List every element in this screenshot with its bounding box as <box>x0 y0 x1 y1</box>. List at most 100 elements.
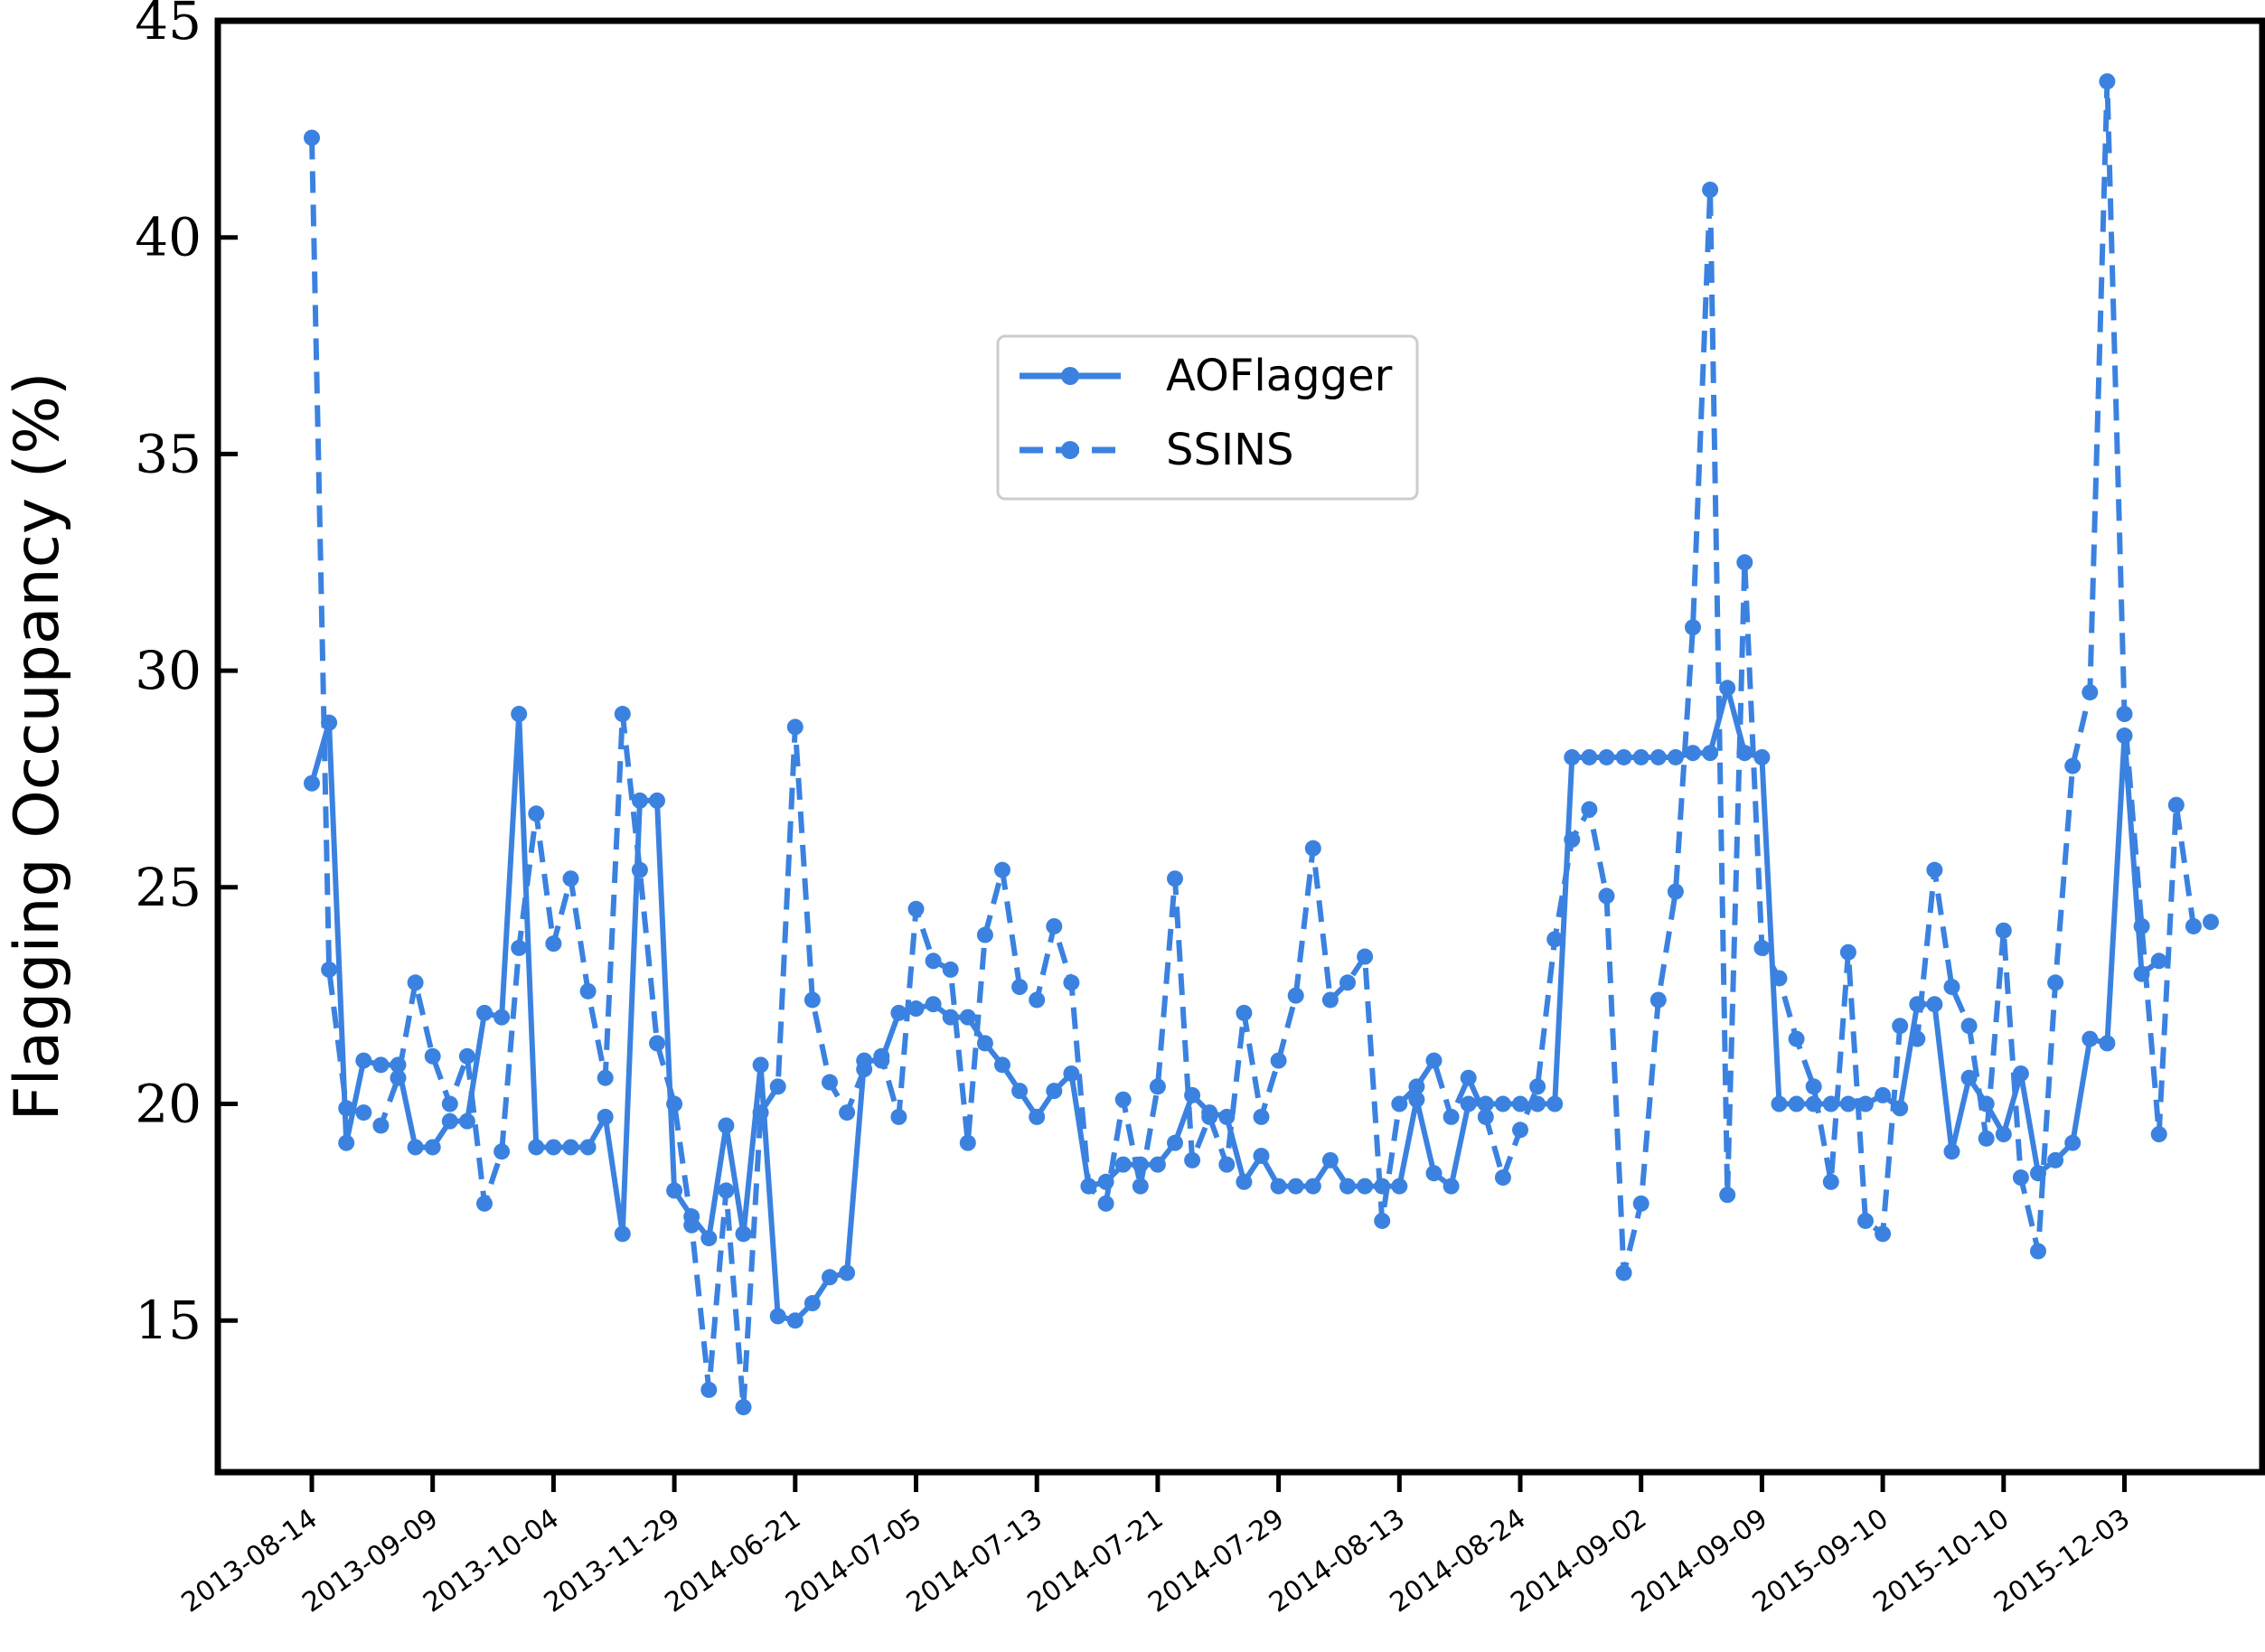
data-point-ssins <box>1287 987 1304 1004</box>
data-point-aoflagger <box>1719 680 1736 697</box>
data-point-ssins <box>321 961 338 978</box>
legend-label-ssins: SSINS <box>1166 425 1293 475</box>
data-point-aoflagger <box>1771 1095 1788 1112</box>
data-point-ssins <box>1822 1173 1839 1190</box>
data-point-aoflagger <box>1046 1083 1063 1100</box>
y-tick-label: 45 <box>135 0 202 52</box>
data-point-ssins <box>856 1061 873 1078</box>
x-tick-label: 2014-08-13 <box>1264 1503 1411 1619</box>
data-point-aoflagger <box>338 1134 355 1151</box>
data-point-ssins <box>683 1216 700 1234</box>
data-point-aoflagger <box>839 1264 856 1281</box>
data-point-aoflagger <box>718 1117 735 1134</box>
data-point-aoflagger <box>976 1035 993 1052</box>
data-point-ssins <box>1046 917 1063 934</box>
data-point-aoflagger <box>1753 748 1771 765</box>
data-point-aoflagger <box>1875 1086 1892 1103</box>
data-point-ssins <box>1529 1078 1546 1095</box>
data-point-ssins <box>1132 1178 1149 1195</box>
data-point-aoflagger <box>1546 1095 1564 1112</box>
data-point-ssins <box>1236 1004 1253 1021</box>
data-point-ssins <box>1719 1187 1736 1204</box>
data-point-ssins <box>1564 831 1581 849</box>
data-point-aoflagger <box>1788 1095 1805 1112</box>
data-point-ssins <box>545 935 562 953</box>
x-tick-label: 2015-09-10 <box>1747 1503 1894 1619</box>
data-point-ssins <box>1304 840 1321 857</box>
x-tick-label: 2014-06-21 <box>659 1503 806 1619</box>
data-point-ssins <box>1374 1212 1391 1229</box>
x-tick-label: 2014-09-02 <box>1505 1503 1652 1619</box>
data-point-ssins <box>735 1399 752 1416</box>
data-point-aoflagger <box>890 1004 907 1021</box>
data-point-aoflagger <box>1339 1178 1356 1195</box>
data-point-ssins <box>597 1069 614 1086</box>
x-tick-label: 2013-10-04 <box>418 1503 565 1619</box>
data-point-ssins <box>304 129 320 146</box>
data-point-ssins <box>1581 801 1598 818</box>
data-point-ssins <box>407 974 424 991</box>
data-point-aoflagger <box>528 1139 545 1156</box>
y-tick-label: 30 <box>135 640 202 701</box>
data-point-ssins <box>1943 979 1960 996</box>
plot-frame <box>214 17 2265 1476</box>
data-point-ssins <box>476 1195 493 1212</box>
data-point-aoflagger <box>649 792 665 809</box>
data-point-ssins <box>1029 991 1046 1009</box>
data-point-ssins <box>839 1104 856 1122</box>
data-point-ssins <box>700 1381 718 1398</box>
data-point-ssins <box>1253 1108 1270 1125</box>
series-layer <box>304 73 2219 1416</box>
data-point-ssins <box>804 991 821 1009</box>
data-point-ssins <box>1788 1030 1805 1047</box>
data-point-aoflagger <box>1236 1173 1253 1190</box>
x-axis-ticks: 2013-08-142013-09-092013-10-042013-11-29… <box>176 1472 2136 1619</box>
data-point-ssins <box>873 1047 890 1065</box>
data-point-ssins <box>994 861 1010 878</box>
data-point-ssins <box>1321 991 1339 1009</box>
data-point-aoflagger <box>822 1269 838 1286</box>
data-point-aoflagger <box>2099 1035 2116 1052</box>
data-point-ssins <box>1425 1052 1443 1069</box>
data-point-ssins <box>1218 1156 1236 1173</box>
y-tick-label: 25 <box>135 857 202 918</box>
series-line-ssins <box>309 79 2212 1411</box>
data-point-aoflagger <box>614 1225 631 1243</box>
data-point-ssins <box>390 1069 407 1086</box>
data-point-aoflagger <box>1167 1134 1183 1151</box>
data-point-aoflagger <box>666 1182 683 1199</box>
data-point-ssins <box>562 870 579 887</box>
data-point-aoflagger <box>786 1312 804 1329</box>
data-point-aoflagger <box>304 774 320 792</box>
data-point-ssins <box>2047 974 2064 991</box>
data-point-aoflagger <box>752 1056 769 1074</box>
data-point-ssins <box>786 718 804 736</box>
data-point-aoflagger <box>1391 1178 1408 1195</box>
data-point-ssins <box>355 1104 372 1122</box>
data-point-aoflagger <box>441 1112 458 1130</box>
data-point-ssins <box>2185 917 2202 934</box>
data-point-ssins <box>458 1047 475 1065</box>
data-point-ssins <box>614 706 631 723</box>
data-point-aoflagger <box>579 1139 597 1156</box>
data-point-aoflagger <box>1857 1095 1874 1112</box>
data-point-ssins <box>1649 991 1667 1009</box>
data-point-aoflagger <box>769 1308 786 1325</box>
data-point-ssins <box>1114 1091 1132 1108</box>
data-point-ssins <box>1149 1078 1166 1095</box>
x-tick-label: 2014-07-29 <box>1142 1503 1290 1619</box>
data-point-ssins <box>2082 684 2099 701</box>
data-point-ssins <box>769 1078 786 1095</box>
data-point-ssins <box>1063 974 1080 991</box>
data-point-ssins <box>1339 974 1356 991</box>
data-point-aoflagger <box>2012 1065 2029 1082</box>
data-point-ssins <box>1978 1130 1995 1147</box>
data-point-ssins <box>2203 914 2219 931</box>
data-point-ssins <box>1839 943 1856 961</box>
data-point-ssins <box>1736 554 1753 571</box>
data-point-ssins <box>2012 1169 2029 1187</box>
data-point-ssins <box>1512 1122 1528 1139</box>
data-point-aoflagger <box>907 1000 925 1018</box>
data-point-ssins <box>1892 1018 1909 1035</box>
